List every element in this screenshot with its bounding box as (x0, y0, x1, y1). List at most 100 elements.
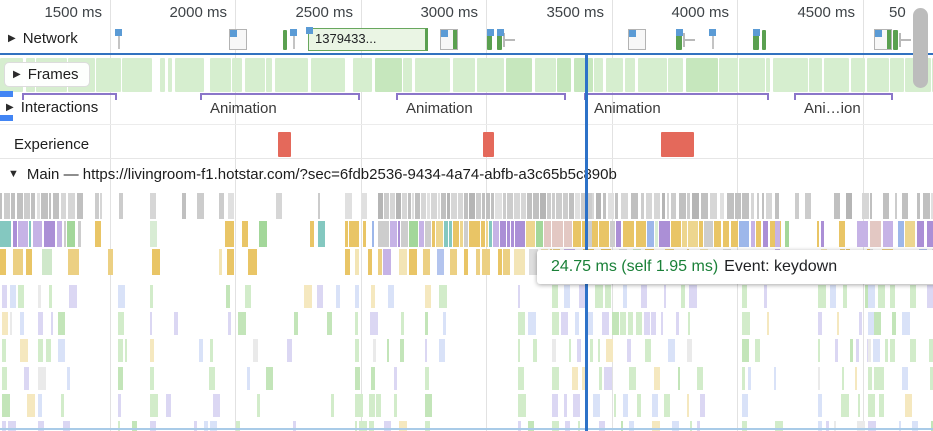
flame-bar[interactable] (885, 339, 888, 362)
flame-bar[interactable] (902, 312, 910, 335)
flame-bar[interactable] (401, 312, 404, 335)
flame-bar[interactable] (654, 367, 660, 390)
flame-bar[interactable] (850, 339, 853, 362)
flame-bar[interactable] (739, 221, 749, 247)
flame-bar[interactable] (482, 249, 490, 275)
flame-bar[interactable] (24, 193, 30, 219)
flame-bar[interactable] (219, 249, 222, 275)
flame-bar[interactable] (4, 193, 10, 219)
flame-bar[interactable] (42, 249, 52, 275)
flame-bar[interactable] (775, 421, 783, 431)
flame-bar[interactable] (742, 193, 749, 219)
flame-bar[interactable] (370, 312, 378, 335)
flame-bar[interactable] (641, 285, 647, 308)
flame-bar[interactable] (458, 193, 463, 219)
flame-bar[interactable] (644, 312, 650, 335)
frame-block[interactable] (375, 58, 402, 92)
flame-bar[interactable] (26, 249, 32, 275)
flame-bar[interactable] (355, 421, 357, 431)
flame-bar[interactable] (929, 339, 933, 362)
flame-bar[interactable] (38, 421, 44, 431)
flame-bar[interactable] (874, 367, 880, 390)
frame-block[interactable] (625, 58, 635, 92)
flame-bar[interactable] (378, 221, 389, 247)
flame-bar[interactable] (44, 221, 55, 247)
network-request[interactable] (676, 30, 682, 50)
frame-block[interactable] (506, 58, 532, 92)
frame-block[interactable] (890, 58, 904, 92)
flame-bar[interactable] (213, 394, 220, 417)
flame-bar[interactable] (763, 221, 768, 247)
frame-block[interactable] (557, 58, 571, 92)
flame-bar[interactable] (629, 421, 634, 431)
flame-bar[interactable] (767, 312, 769, 335)
flame-bar[interactable] (67, 367, 70, 390)
flame-bar[interactable] (756, 221, 761, 247)
flame-bar[interactable] (150, 312, 152, 335)
flame-bar[interactable] (327, 312, 332, 335)
flame-bar[interactable] (355, 312, 358, 335)
flame-bar[interactable] (394, 394, 397, 417)
flame-bar[interactable] (623, 221, 634, 247)
flame-bar[interactable] (355, 394, 363, 417)
flame-bar[interactable] (839, 221, 845, 247)
flame-bar[interactable] (671, 193, 676, 219)
frame-block[interactable] (175, 58, 204, 92)
flame-bar[interactable] (20, 339, 28, 362)
flame-bar[interactable] (425, 221, 431, 247)
flame-bar[interactable] (253, 339, 258, 362)
flame-bar[interactable] (687, 193, 690, 219)
disclosure-triangle-down-icon[interactable]: ▼ (8, 167, 19, 180)
flame-bar[interactable] (408, 193, 411, 219)
flame-bar[interactable] (917, 193, 920, 219)
flame-bar[interactable] (318, 221, 325, 247)
flame-bar[interactable] (518, 367, 524, 390)
frame-block[interactable] (245, 58, 265, 92)
flame-bar[interactable] (651, 312, 656, 335)
flame-bar[interactable] (150, 285, 153, 308)
flame-bar[interactable] (751, 221, 755, 247)
flame-bar[interactable] (68, 249, 79, 275)
flame-bar[interactable] (41, 193, 48, 219)
flame-bar[interactable] (0, 249, 6, 275)
flame-bar[interactable] (868, 312, 874, 335)
flame-bar[interactable] (431, 193, 437, 219)
flame-bar[interactable] (857, 421, 865, 431)
flame-bar[interactable] (336, 285, 340, 308)
flame-bar[interactable] (174, 312, 178, 335)
flame-bar[interactable] (846, 193, 852, 219)
flame-bar[interactable] (902, 193, 908, 219)
flame-bar[interactable] (755, 339, 760, 362)
flame-bar[interactable] (150, 394, 158, 417)
flame-bar[interactable] (425, 367, 429, 390)
flame-bar[interactable] (378, 249, 382, 275)
flame-bar[interactable] (927, 221, 933, 247)
flame-bar[interactable] (402, 193, 407, 219)
frame-block[interactable] (719, 58, 738, 92)
flame-bar[interactable] (257, 394, 260, 417)
flame-bar[interactable] (552, 312, 559, 335)
flame-bar[interactable] (646, 193, 652, 219)
flame-bar[interactable] (727, 193, 734, 219)
flame-bar[interactable] (150, 339, 154, 362)
flame-bar[interactable] (923, 193, 930, 219)
animation-span[interactable] (396, 93, 566, 100)
layout-shift-block[interactable] (278, 132, 291, 157)
flame-bar[interactable] (615, 193, 618, 219)
flame-bar[interactable] (795, 193, 799, 219)
flame-bar[interactable] (371, 367, 375, 390)
flame-bar[interactable] (565, 421, 570, 431)
flame-bar[interactable] (592, 221, 598, 247)
flame-bar[interactable] (564, 221, 572, 247)
flame-bar[interactable] (294, 312, 298, 335)
flame-bar[interactable] (687, 394, 689, 417)
flame-bar[interactable] (247, 367, 250, 390)
flame-bar[interactable] (895, 193, 897, 219)
network-request[interactable]: 1379433... (308, 28, 428, 51)
flame-bar[interactable] (659, 221, 670, 247)
flame-bar[interactable] (276, 193, 282, 219)
network-request[interactable] (893, 30, 898, 50)
flame-bar[interactable] (654, 193, 660, 219)
flame-bar[interactable] (841, 394, 849, 417)
flame-bar[interactable] (731, 221, 738, 247)
